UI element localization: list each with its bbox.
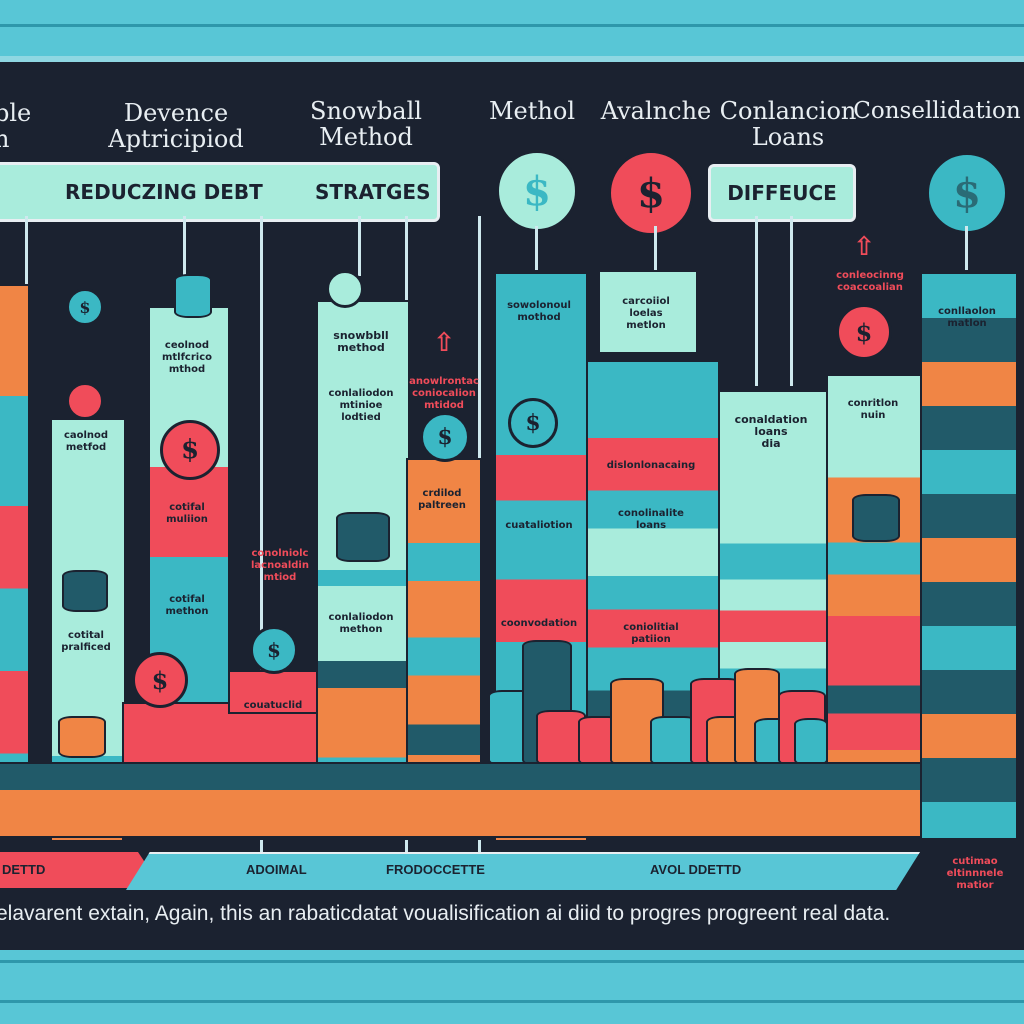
dollar-icon: $ <box>525 410 541 436</box>
caption-text: elavarent extain, Again, this an rabatic… <box>0 902 891 925</box>
col6-label-c: coonvodation <box>500 618 578 629</box>
up-arrow: ⇧ <box>853 232 875 262</box>
coin-stack <box>62 570 108 612</box>
guide-line <box>535 226 538 270</box>
up-arrow: ⇧ <box>433 328 455 358</box>
timeline-teal <box>126 852 920 890</box>
coin-top-method: $ <box>496 150 578 232</box>
bottom-frame-line <box>0 960 1024 963</box>
coin-col4 <box>326 270 364 308</box>
banner-reducing-debt-strategies: REDUCZING DEBT STRATGES <box>0 162 440 222</box>
coin-stack <box>852 494 900 542</box>
col9-label: conritlon nuin <box>847 398 899 421</box>
top-frame <box>0 0 1024 56</box>
col6-label-b: cuataliotion <box>505 520 573 531</box>
coin-stack <box>536 710 586 766</box>
col7-label: carcoiiol loelas metlon <box>622 296 670 331</box>
timeline-coral <box>0 852 150 888</box>
coin-col3: $ <box>132 652 188 708</box>
col4-label: snowbbll method <box>333 329 389 354</box>
coin-top-consolidation: $ <box>926 152 1008 234</box>
coin-stack <box>58 716 106 758</box>
coin-col5: $ <box>420 412 470 462</box>
timeline-label-mid-b: FRODOCCETTE <box>386 862 485 877</box>
col10-label: conllaolon matlon <box>938 306 996 329</box>
coin-col6: $ <box>508 398 558 448</box>
guide-line <box>790 216 793 386</box>
top-frame-line <box>0 24 1024 27</box>
guide-line <box>965 226 968 270</box>
coin-stack <box>174 274 212 318</box>
banner-difference: DIFFEUCE <box>708 164 856 222</box>
header-table: ble n <box>0 99 32 153</box>
timeline-label-mid-a: ADOIMAL <box>246 862 307 877</box>
col4-label-c: conlaliodon methon <box>328 612 394 635</box>
base-band <box>0 762 920 792</box>
coin-col3-b: $ <box>250 626 298 674</box>
col2-label-b: cotifal muliion <box>166 502 208 525</box>
dollar-icon: $ <box>437 424 453 450</box>
column-4 <box>316 300 410 840</box>
col5-float-label: anowlrontac coniocalion mtidod <box>409 376 479 411</box>
coin-col1-top: $ <box>66 288 104 326</box>
guide-line <box>654 226 657 270</box>
header-consolidation: Consellidation <box>853 98 1021 124</box>
col4-label-b: conlaliodon mtinioe lodtied <box>328 388 394 423</box>
header-snowball-method: Snowball Method <box>310 97 422 151</box>
col8-label: conaldation loans dia <box>734 413 808 450</box>
dollar-icon: $ <box>953 169 981 217</box>
col1-label-b: cotital pralficed <box>61 630 111 653</box>
bottom-frame-line-b <box>0 1000 1024 1003</box>
dollar-icon: $ <box>267 638 281 662</box>
header-defence-approach: Devence Aptricipiod <box>108 99 244 153</box>
col9-float-label: conleocinng coaccoalian <box>836 270 904 293</box>
dollar-icon: $ <box>151 665 169 695</box>
timeline-bar: DETTD ADOIMAL FRODOCCETTE AVOL DDETTD <box>0 852 920 890</box>
timeline-label-mid-c: AVOL DDETTD <box>650 862 742 877</box>
banner-left-text-a: REDUCZING DEBT <box>65 180 263 204</box>
header-avalanche: Avalnche <box>600 97 712 125</box>
coin-col9: $ <box>836 304 892 360</box>
column-7-top <box>598 270 698 354</box>
header-consolidation-loans: Conlancion Loans <box>719 97 857 151</box>
col7-label-b: dislonlonacaing <box>606 460 696 471</box>
coin-col2: $ <box>160 420 220 480</box>
guide-line <box>755 216 758 386</box>
col6-label: sowolonoul mothod <box>507 300 571 323</box>
dollar-icon: $ <box>523 167 551 215</box>
column-10 <box>920 272 1018 840</box>
col2-label-c: cotifal methon <box>165 594 209 617</box>
col7-label-d: coniolitial patiion <box>623 622 679 645</box>
coin-stack <box>336 512 390 562</box>
dollar-icon: $ <box>637 169 665 217</box>
col5-label: crdilod paltreen <box>418 488 466 511</box>
col7-label-c: conolinalite loans <box>618 508 684 531</box>
guide-line <box>183 216 186 276</box>
column-0 <box>0 284 30 838</box>
dollar-icon: $ <box>180 435 200 465</box>
coin-stack <box>794 718 828 766</box>
guide-line <box>358 216 361 276</box>
banner-left-text-b: STRATGES <box>315 180 431 204</box>
col2-label: ceolnod mtlfcrico mthod <box>161 340 213 375</box>
coin-col1 <box>66 382 104 420</box>
header-method: Methol <box>488 97 575 125</box>
coin-top-avalanche: $ <box>608 150 694 236</box>
col3-label: couatuclid <box>243 700 303 711</box>
dollar-icon: $ <box>79 297 91 317</box>
timeline-side-label: cutimao eltinnnele matior <box>946 856 1004 891</box>
base-band-orange <box>0 790 920 838</box>
col3-float-label: conolniolc lacnoaldin mtiod <box>251 548 309 583</box>
dollar-icon: $ <box>855 317 873 347</box>
top-frame-edge <box>0 56 1024 62</box>
col1-label: caolnod metfod <box>63 430 109 453</box>
timeline-label-left: DETTD <box>2 862 46 877</box>
guide-line <box>260 216 263 856</box>
